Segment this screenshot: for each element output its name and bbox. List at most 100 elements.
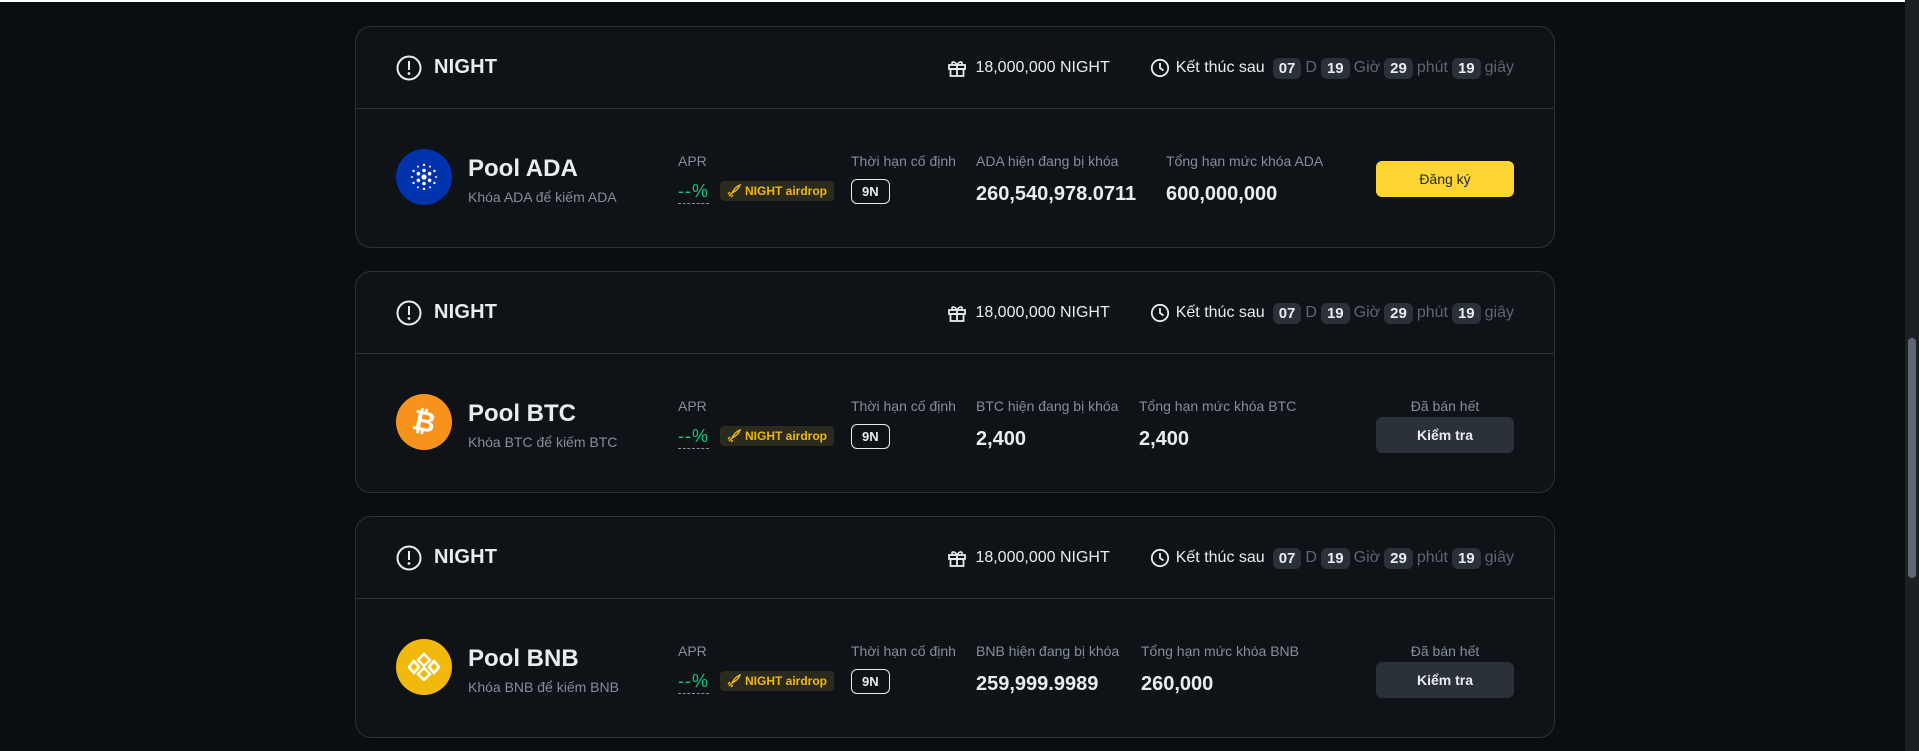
locked-label: BNB hiện đang bị khóa: [976, 643, 1120, 659]
countdown-days-unit: D: [1305, 59, 1317, 76]
pool-list: NIGHT 18,000,000 NIGHT Kết thúc sau 07 D…: [355, 26, 1555, 751]
bnb-coin-icon: [396, 639, 452, 695]
night-token-icon: [396, 55, 422, 81]
countdown-timer: Kết thúc sau 07 D 19 Giờ 29 phút 19 giây: [1150, 57, 1514, 79]
countdown-days: 07: [1272, 57, 1302, 79]
countdown-hours: 19: [1320, 302, 1350, 324]
apr-value[interactable]: --%: [678, 181, 709, 204]
reward-amount: 18,000,000 NIGHT: [975, 59, 1110, 76]
pool-title: Pool BNB: [468, 645, 579, 672]
airdrop-label: NIGHT airdrop: [745, 429, 828, 443]
pool-header: NIGHT 18,000,000 NIGHT Kết thúc sau 07 D…: [356, 27, 1554, 109]
term-label: Thời hạn cố định: [851, 398, 956, 414]
term-label: Thời hạn cố định: [851, 643, 956, 659]
apr-value[interactable]: --%: [678, 671, 709, 694]
countdown-hours: 19: [1320, 547, 1350, 569]
cap-value: 600,000,000: [1166, 183, 1278, 205]
countdown-seconds: 19: [1451, 57, 1481, 79]
header-info: 18,000,000 NIGHT Kết thúc sau 07 D 19 Gi…: [947, 27, 1514, 109]
airdrop-label: NIGHT airdrop: [745, 674, 828, 688]
airdrop-badge: NIGHT airdrop: [720, 426, 835, 446]
countdown-minutes: 29: [1384, 302, 1413, 324]
header-info: 18,000,000 NIGHT Kết thúc sau 07 D 19 Gi…: [947, 517, 1514, 599]
clock-icon: [1150, 303, 1169, 323]
top-edge: [0, 0, 1905, 2]
countdown-seconds: 19: [1451, 547, 1481, 569]
countdown-minutes: 29: [1384, 57, 1413, 79]
btc-coin-icon: ₿: [396, 394, 452, 450]
reward-total: 18,000,000 NIGHT: [947, 548, 1110, 568]
countdown-timer: Kết thúc sau 07 D 19 Giờ 29 phút 19 giây: [1150, 547, 1514, 569]
night-token-icon: [396, 300, 422, 326]
term-tag: 9N: [851, 179, 890, 204]
ada-coin-icon: [396, 149, 452, 205]
pool-subtitle: Khóa BNB để kiếm BNB: [468, 679, 619, 695]
countdown-hours-unit: Giờ: [1353, 549, 1381, 566]
sold-out-label: Đã bán hết: [1410, 398, 1480, 414]
clock-icon: [1150, 548, 1169, 568]
pool-body: Pool BNB Khóa BNB để kiếm BNB APR --% NI…: [356, 599, 1554, 737]
pool-body: ₿ Pool BTC Khóa BTC để kiếm BTC APR --% …: [356, 354, 1554, 492]
term-tag: 9N: [851, 424, 890, 449]
locked-value: 259,999.9989: [976, 673, 1099, 695]
countdown-days-unit: D: [1305, 549, 1317, 566]
check-button[interactable]: Kiểm tra: [1376, 417, 1514, 453]
airdrop-label: NIGHT airdrop: [745, 184, 828, 198]
pool-subtitle: Khóa BTC để kiếm BTC: [468, 434, 618, 450]
countdown-seconds-unit: giây: [1484, 549, 1514, 566]
rocket-icon: [727, 429, 741, 443]
countdown-label: Kết thúc sau: [1175, 59, 1265, 76]
reward-token-name: NIGHT: [434, 56, 498, 78]
countdown-label: Kết thúc sau: [1175, 304, 1265, 321]
pool-body: Pool ADA Khóa ADA để kiếm ADA APR --% NI…: [356, 109, 1554, 247]
register-button[interactable]: Đăng ký: [1376, 161, 1514, 197]
countdown-seconds-unit: giây: [1484, 304, 1514, 321]
header-info: 18,000,000 NIGHT Kết thúc sau 07 D 19 Gi…: [947, 272, 1514, 354]
countdown-hours-unit: Giờ: [1353, 59, 1381, 76]
locked-value: 260,540,978.0711: [976, 183, 1137, 205]
apr-label: APR: [678, 643, 707, 659]
airdrop-badge: NIGHT airdrop: [720, 181, 835, 201]
clock-icon: [1150, 58, 1169, 78]
check-button[interactable]: Kiểm tra: [1376, 662, 1514, 698]
cap-label: Tổng hạn mức khóa ADA: [1166, 153, 1324, 169]
cap-value: 260,000: [1141, 673, 1214, 695]
rocket-icon: [727, 184, 741, 198]
night-token-icon: [396, 545, 422, 571]
locked-value: 2,400: [976, 428, 1027, 450]
countdown-minutes-unit: phút: [1416, 549, 1448, 566]
pool-header: NIGHT 18,000,000 NIGHT Kết thúc sau 07 D…: [356, 517, 1554, 599]
countdown-label: Kết thúc sau: [1175, 549, 1265, 566]
page-scrollbar[interactable]: [1905, 0, 1919, 751]
reward-amount: 18,000,000 NIGHT: [975, 304, 1110, 321]
svg-text:₿: ₿: [410, 404, 439, 440]
pool-card-ada: NIGHT 18,000,000 NIGHT Kết thúc sau 07 D…: [355, 26, 1555, 248]
countdown-timer: Kết thúc sau 07 D 19 Giờ 29 phút 19 giây: [1150, 302, 1514, 324]
term-tag: 9N: [851, 669, 890, 694]
countdown-minutes-unit: phút: [1416, 59, 1448, 76]
airdrop-badge: NIGHT airdrop: [720, 671, 835, 691]
sold-out-label: Đã bán hết: [1410, 643, 1480, 659]
pool-header: NIGHT 18,000,000 NIGHT Kết thúc sau 07 D…: [356, 272, 1554, 354]
reward-total: 18,000,000 NIGHT: [947, 303, 1110, 323]
pool-title: Pool BTC: [468, 400, 576, 427]
rocket-icon: [727, 674, 741, 688]
apr-label: APR: [678, 153, 707, 169]
locked-label: BTC hiện đang bị khóa: [976, 398, 1119, 414]
countdown-hours-unit: Giờ: [1353, 304, 1381, 321]
pool-subtitle: Khóa ADA để kiếm ADA: [468, 189, 617, 205]
cap-value: 2,400: [1139, 428, 1190, 450]
cap-label: Tổng hạn mức khóa BTC: [1139, 398, 1297, 414]
gift-icon: [948, 61, 967, 77]
countdown-minutes: 29: [1384, 547, 1413, 569]
apr-value[interactable]: --%: [678, 426, 709, 449]
apr-label: APR: [678, 398, 707, 414]
countdown-seconds-unit: giây: [1484, 59, 1514, 76]
reward-token-name: NIGHT: [434, 546, 498, 568]
countdown-days: 07: [1272, 302, 1302, 324]
reward-amount: 18,000,000 NIGHT: [975, 549, 1110, 566]
scrollbar-thumb[interactable]: [1908, 338, 1916, 578]
reward-total: 18,000,000 NIGHT: [947, 58, 1110, 78]
countdown-seconds: 19: [1451, 302, 1481, 324]
countdown-days-unit: D: [1305, 304, 1317, 321]
